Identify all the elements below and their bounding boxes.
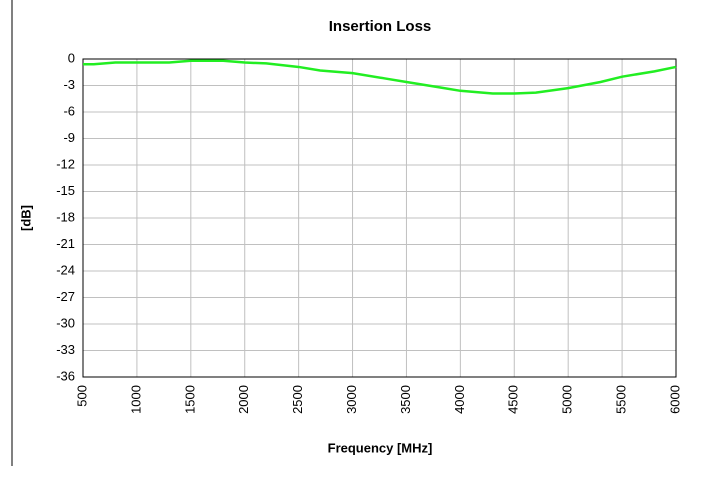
x-tick-label: 5500 xyxy=(614,385,629,414)
x-tick-label: 2000 xyxy=(236,385,251,414)
x-tick-label: 2500 xyxy=(290,385,305,414)
x-tick-label: 6000 xyxy=(667,385,682,414)
x-axis-label: Frequency [MHz] xyxy=(328,440,433,455)
y-tick-label: -33 xyxy=(56,342,75,357)
y-tick-label: -6 xyxy=(63,103,75,118)
y-tick-label: -36 xyxy=(56,368,75,383)
y-axis-label: [dB] xyxy=(18,205,33,231)
plot-border xyxy=(82,58,677,378)
y-tick-label: -27 xyxy=(56,289,75,304)
x-tick-label: 1000 xyxy=(128,385,143,414)
y-tick-label: -12 xyxy=(56,156,75,171)
y-tick-label: -3 xyxy=(63,77,75,92)
y-tick-label: -24 xyxy=(56,262,75,277)
data-line xyxy=(83,59,677,95)
x-tick-label: 4000 xyxy=(452,385,467,414)
x-tick-label: 4500 xyxy=(506,385,521,414)
y-tick-label: -9 xyxy=(63,130,75,145)
y-tick-label: -18 xyxy=(56,209,75,224)
y-tick-label: -15 xyxy=(56,183,75,198)
chart-title: Insertion Loss xyxy=(329,18,432,35)
y-tick-label: -30 xyxy=(56,315,75,330)
x-tick-label: 5000 xyxy=(560,385,575,414)
y-tick-label: -21 xyxy=(56,236,75,251)
y-tick-label: 0 xyxy=(68,50,75,65)
x-tick-label: 3500 xyxy=(398,385,413,414)
x-tick-label: 500 xyxy=(74,385,89,407)
x-tick-label: 3000 xyxy=(344,385,359,414)
x-tick-label: 1500 xyxy=(182,385,197,414)
